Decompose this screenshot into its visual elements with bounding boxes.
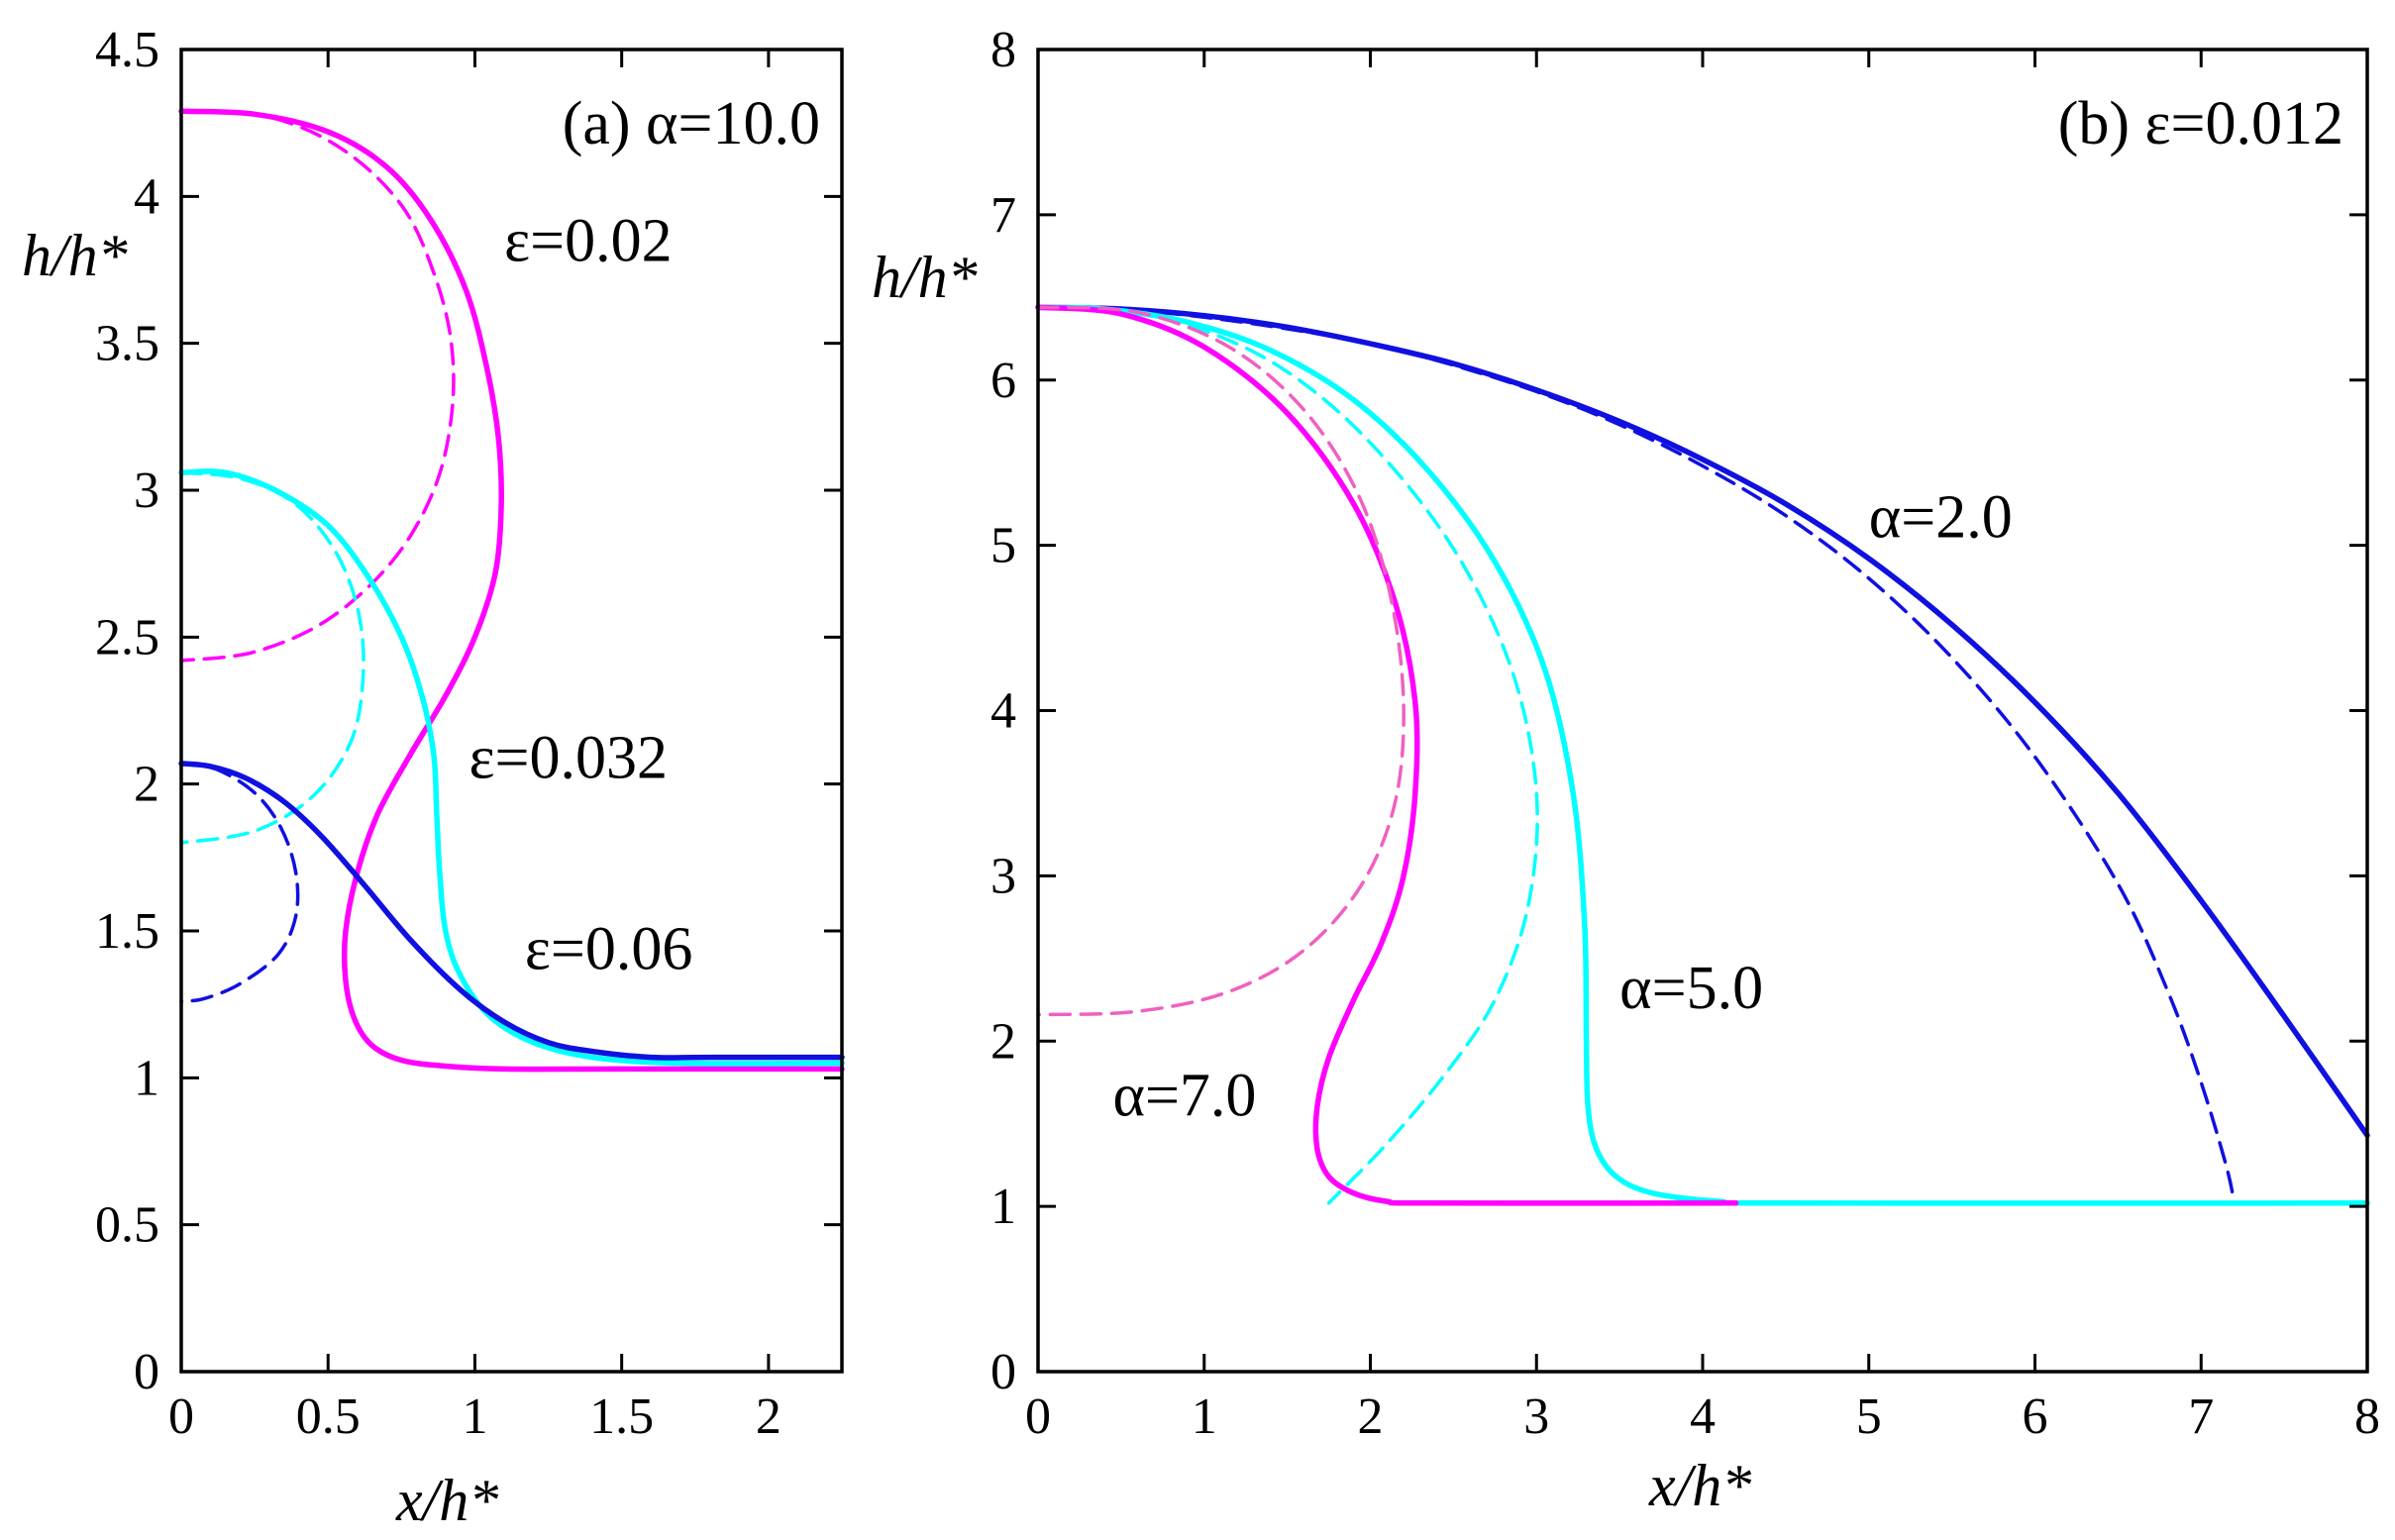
- y-tick-label: 1.5: [95, 903, 159, 960]
- curve-label: α=2.0: [1869, 483, 2013, 551]
- x-axis-label: x/h*: [1648, 1453, 1751, 1518]
- series-line-cyan-solid: [178, 468, 845, 1067]
- y-axis-label: h/h*: [872, 245, 978, 310]
- x-tick-label: 2: [756, 1388, 781, 1445]
- y-tick-label: 1: [134, 1050, 159, 1106]
- series-line-blue-solid: [178, 761, 845, 1061]
- curve-label: ε=0.032: [469, 725, 669, 792]
- series-line-blue-dashed: [179, 762, 300, 1003]
- panel-a: 0 0.5 1 1.5 2 0 0.5 1 1.5 2 2.5 3 3.5 4 4.5 h/h* x/h* (a)…: [22, 22, 845, 1533]
- panel-b: 0 1 2 3 4 5 6 7 8 0 1 2 3 4 5 6 7 8 h/h* x/h* (b) ε=0.012 α=2…: [872, 22, 2380, 1518]
- series-line-pink-dashed: [1036, 305, 1406, 1017]
- y-tick-label: 8: [990, 22, 1016, 78]
- y-tick-label: 6: [990, 353, 1016, 409]
- y-tick-label: 5: [990, 518, 1016, 574]
- x-tick-label: 2: [1358, 1388, 1384, 1445]
- series-line-blue-dashed: [1036, 305, 2237, 1205]
- y-tick-label: 0: [990, 1344, 1016, 1400]
- y-tick-label: 3: [134, 462, 159, 519]
- x-tick-label: 3: [1523, 1388, 1549, 1445]
- curve-label: α=7.0: [1112, 1062, 1256, 1129]
- y-tick-label: 2.5: [95, 609, 159, 666]
- x-tick-label: 1: [1192, 1388, 1217, 1445]
- series-line-blue-solid: [1035, 304, 2370, 1139]
- series-group: [178, 108, 845, 1073]
- y-tick-label: 4.5: [95, 22, 159, 78]
- curve-label: α=5.0: [1619, 955, 1763, 1022]
- y-tick-label: 3: [990, 848, 1016, 904]
- panel-title: (b) ε=0.012: [2058, 90, 2343, 157]
- y-tick-label: 3.5: [95, 316, 159, 372]
- series-line-cyan-dashed: [1036, 305, 1539, 1205]
- y-tick-label: 4: [990, 683, 1016, 740]
- y-tick-label: 7: [990, 187, 1016, 244]
- series-line-magenta-solid: [1035, 304, 1739, 1206]
- series-line-cyan-dashed: [179, 470, 365, 845]
- y-tick-label: 1: [990, 1179, 1016, 1235]
- y-tick-label: 4: [134, 168, 159, 225]
- y-axis-label: h/h*: [22, 223, 128, 288]
- x-tick-label: 1.5: [589, 1388, 654, 1445]
- series-line-magenta-dashed: [179, 109, 456, 663]
- curve-label: ε=0.06: [525, 916, 693, 983]
- panel-title: (a) α=10.0: [563, 90, 820, 157]
- y-tick-label: 2: [134, 757, 159, 813]
- x-tick-label: 8: [2354, 1388, 2380, 1445]
- x-tick-label: 5: [1856, 1388, 1882, 1445]
- x-tick-label: 6: [2023, 1388, 2048, 1445]
- y-tick-label: 2: [990, 1013, 1016, 1070]
- y-tick-label: 0.5: [95, 1197, 159, 1254]
- curve-label: ε=0.02: [504, 208, 673, 275]
- x-tick-label: 0: [1025, 1388, 1051, 1445]
- x-tick-label: 1: [462, 1388, 487, 1445]
- x-tick-label: 0: [168, 1388, 194, 1445]
- x-axis-label: x/h*: [395, 1468, 498, 1533]
- axes-frame: [1036, 48, 2369, 1374]
- x-tick-label: 0.5: [296, 1388, 361, 1445]
- x-tick-label: 7: [2188, 1388, 2214, 1445]
- axes-frame: [179, 48, 844, 1374]
- x-tick-label: 4: [1690, 1388, 1716, 1445]
- y-tick-label: 0: [134, 1344, 159, 1400]
- series-group: [1035, 304, 2370, 1206]
